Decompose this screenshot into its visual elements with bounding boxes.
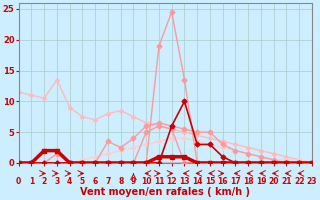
X-axis label: Vent moyen/en rafales ( km/h ): Vent moyen/en rafales ( km/h ) (80, 187, 250, 197)
